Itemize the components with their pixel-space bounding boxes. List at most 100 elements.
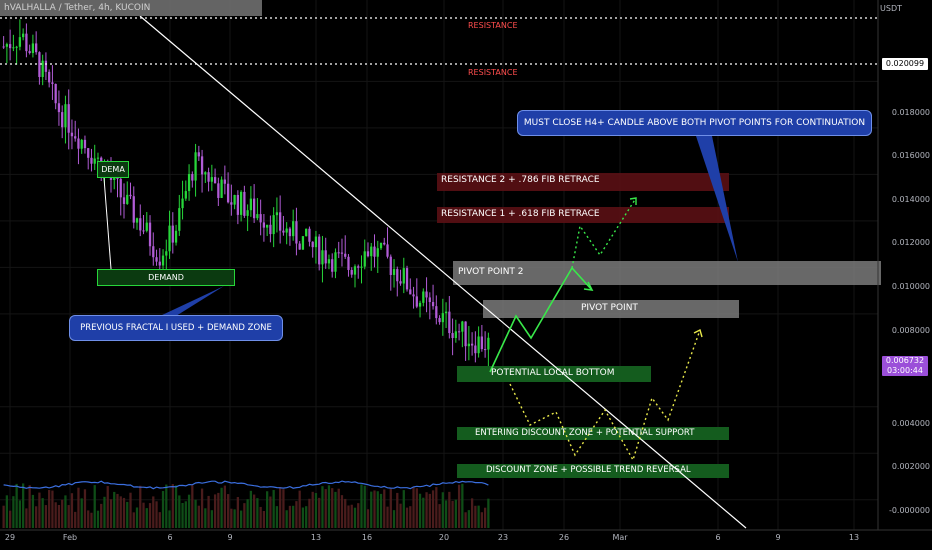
- candle-body: [252, 198, 256, 219]
- candle-body: [220, 179, 223, 198]
- candle-body: [31, 43, 35, 54]
- candle-body: [461, 321, 464, 332]
- volume-bar: [308, 498, 311, 528]
- entering-discount-label: ENTERING DISCOUNT ZONE + POTENTIAL SUPPO…: [475, 428, 695, 438]
- volume-bar: [132, 512, 135, 528]
- volume-bar: [448, 491, 451, 528]
- volume-bar: [305, 506, 308, 528]
- candle-body: [327, 259, 331, 264]
- candle-body: [331, 259, 334, 272]
- candle-body: [457, 331, 461, 333]
- x-tick-mar6: 6: [715, 533, 721, 542]
- resistance-label-top: RESISTANCE: [468, 21, 518, 30]
- candle-body: [145, 222, 148, 231]
- volume-bar: [441, 492, 444, 528]
- volume-bar: [220, 487, 223, 528]
- dema-volume-line: [3, 480, 489, 490]
- volume-bar: [155, 501, 158, 528]
- volume-bar: [399, 503, 402, 528]
- volume-bar: [415, 488, 418, 528]
- candle-body: [451, 333, 454, 339]
- volume-bar: [230, 508, 233, 528]
- volume-bar: [409, 506, 412, 528]
- candle-body: [223, 179, 226, 184]
- candle-body: [480, 336, 484, 350]
- volume-bar: [2, 505, 5, 528]
- candle-body: [135, 218, 139, 223]
- candle-body: [207, 172, 210, 182]
- candle-body: [396, 269, 399, 282]
- volume-bar: [116, 493, 119, 528]
- candle-body: [168, 225, 171, 252]
- volume-bar: [477, 505, 480, 528]
- volume-bar: [379, 493, 383, 528]
- volume-bar: [74, 511, 77, 528]
- candle-body: [340, 252, 344, 254]
- volume-bar: [236, 497, 240, 528]
- resistance-1-zone: [437, 207, 729, 223]
- volume-bar: [8, 510, 12, 528]
- volume-bar: [292, 505, 295, 528]
- candle-body: [152, 246, 155, 258]
- candle-body: [405, 268, 409, 290]
- symbol-header[interactable]: hVALHALLA / Tether, 4h, KUCOIN: [0, 0, 262, 16]
- pivot-point-zone: [483, 300, 739, 318]
- candle-body: [96, 157, 100, 159]
- volume-bar: [331, 488, 334, 528]
- projected-path-main: [489, 266, 593, 373]
- resistance-2-zone: [437, 173, 729, 191]
- candle-body: [477, 336, 480, 354]
- candle-body: [259, 214, 262, 223]
- candle-body: [292, 221, 295, 237]
- candle-body: [132, 196, 135, 223]
- volume-bar: [376, 491, 379, 528]
- candle-body: [353, 266, 357, 275]
- volume-bar: [275, 506, 279, 528]
- candle-body: [35, 43, 38, 53]
- volume-bar: [282, 489, 285, 528]
- volume-bar: [113, 491, 116, 528]
- volume-bar: [279, 486, 282, 528]
- candle-body: [122, 197, 126, 204]
- volume-bar: [210, 510, 213, 528]
- y-tick-0012: 0.012000: [891, 238, 930, 247]
- candle-body: [379, 242, 383, 249]
- x-tick-mar13: 13: [848, 533, 860, 542]
- candle-body: [74, 136, 77, 139]
- volume-bar: [126, 501, 129, 528]
- volume-bar: [295, 501, 298, 528]
- volume-bar: [139, 485, 142, 528]
- volume-bar: [18, 500, 22, 528]
- candle-body: [197, 152, 200, 157]
- candle-body: [178, 208, 181, 231]
- candle-body: [308, 228, 311, 242]
- volume-bar: [288, 505, 292, 528]
- candle-body: [383, 242, 386, 245]
- volume-bar: [314, 493, 318, 528]
- candle-body: [422, 291, 425, 303]
- candle-body: [18, 37, 22, 47]
- candle-body: [204, 172, 207, 175]
- volume-bar: [80, 498, 83, 528]
- volume-bar: [25, 508, 28, 528]
- volume-bar: [405, 507, 409, 528]
- volume-bar: [461, 483, 464, 528]
- candle-body: [262, 222, 266, 228]
- candle-body: [318, 236, 321, 265]
- candle-body: [347, 256, 350, 270]
- volume-bar: [96, 510, 100, 528]
- volume-bar: [428, 493, 431, 528]
- volume-bar: [418, 493, 422, 528]
- candle-body: [399, 281, 402, 284]
- projected-arrow-up: [629, 197, 637, 205]
- candle-body: [474, 345, 477, 354]
- candle-body: [171, 225, 174, 243]
- volume-bar: [243, 503, 246, 528]
- candle-body: [226, 183, 230, 203]
- volume-bar: [226, 494, 230, 528]
- volume-bar: [422, 497, 425, 528]
- volume-bar: [340, 495, 344, 528]
- candle-body: [288, 228, 292, 237]
- volume-bar: [451, 500, 454, 528]
